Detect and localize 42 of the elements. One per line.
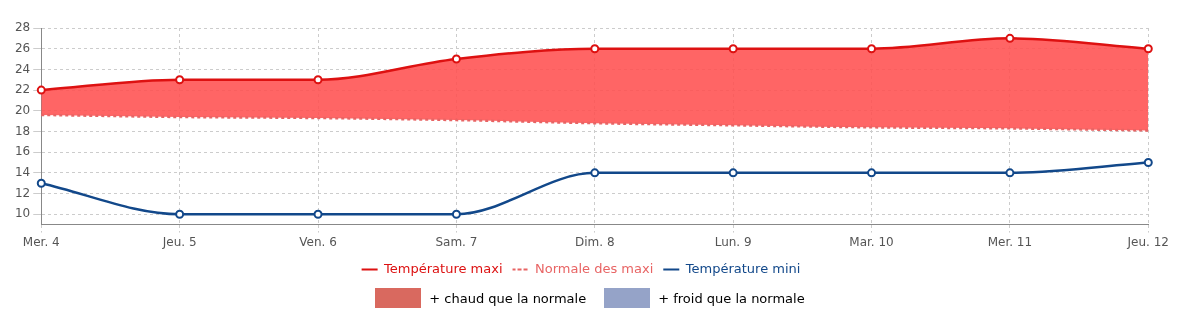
y-tick-label: 18: [14, 123, 31, 138]
y-tick-label: 16: [14, 144, 31, 159]
x-tick-label: Lun. 9: [714, 234, 752, 249]
y-tick-label: 24: [14, 61, 31, 76]
legend-label: Température mini: [684, 260, 801, 276]
y-tick-label: 22: [14, 82, 31, 97]
point: [175, 75, 185, 85]
y-tick-label: 14: [14, 164, 31, 179]
legend-label: Normale des maxi: [535, 260, 654, 276]
point: [1143, 44, 1153, 54]
point: [590, 168, 600, 178]
point: [590, 44, 600, 54]
point: [1005, 33, 1015, 43]
y-tick-label: 26: [14, 40, 31, 55]
x-tick-label: Mar. 10: [849, 234, 894, 249]
text: + froid que la normale: [658, 290, 805, 306]
x-tick-label: Dim. 8: [575, 234, 615, 249]
point: [36, 178, 46, 188]
x-tick-label: Mer. 11: [987, 234, 1033, 249]
y-tick-label: 10: [14, 206, 31, 221]
x-tick-label: Ven. 6: [299, 234, 337, 249]
x-tick-label: Sam. 7: [435, 234, 478, 249]
point: [867, 44, 877, 54]
point: [728, 44, 738, 54]
y-tick-label: 20: [14, 102, 31, 117]
x-tick-label: Jeu. 5: [161, 234, 197, 249]
point: [451, 209, 461, 219]
point: [313, 209, 323, 219]
point: [867, 168, 877, 178]
point: [728, 168, 738, 178]
point: [36, 85, 46, 95]
point: [313, 75, 323, 85]
y-tick-label: 12: [14, 185, 31, 200]
legend-label: Température maxi: [383, 260, 503, 276]
point: [1005, 168, 1015, 178]
point: [1143, 158, 1153, 168]
point: [451, 54, 461, 64]
x-tick-label: Mer. 4: [22, 234, 60, 249]
x-tick-label: Jeu. 12: [1126, 234, 1170, 249]
text: + chaud que la normale: [429, 290, 587, 306]
point: [175, 209, 185, 219]
y-tick-label: 28: [14, 20, 31, 35]
